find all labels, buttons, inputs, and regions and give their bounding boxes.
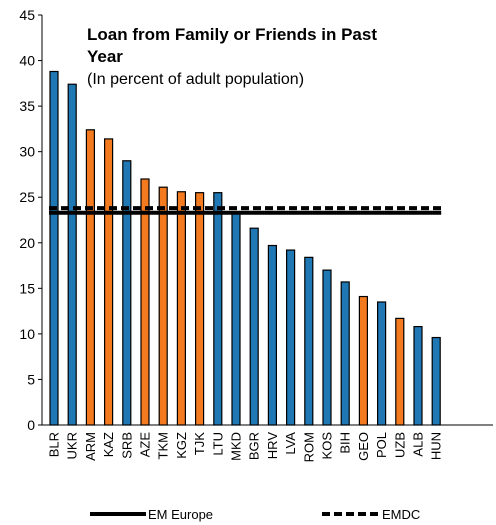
legend: EM Europe EMDC [90, 507, 420, 522]
y-tick-label-0: 0 [27, 417, 35, 433]
x-tick-label-tjk: TJK [192, 432, 207, 455]
x-tick-label-kgz: KGZ [174, 432, 189, 459]
y-tick-label-30: 30 [19, 144, 35, 160]
y-tick-label-25: 25 [19, 189, 35, 205]
bar-lva [286, 249, 296, 426]
chart-title: Loan from Family or Friends in Past Year… [87, 25, 377, 88]
y-tick-labels: 0 5 10 15 20 25 30 35 40 45 [19, 7, 42, 433]
x-tick-label-arm: ARM [83, 432, 98, 461]
reference-lines [49, 206, 442, 215]
bar-blr [49, 70, 59, 426]
bar-uzb [395, 317, 405, 426]
legend-label-emdc: EMDC [382, 507, 420, 522]
x-tick-label-bih: BIH [338, 432, 353, 454]
y-tick-label-10: 10 [19, 326, 35, 342]
bar-kos [322, 269, 332, 426]
bar-hrv [267, 244, 277, 426]
x-tick-label-geo: GEO [356, 432, 371, 461]
chart-title-line-2: Year [87, 47, 123, 66]
bar-pol [377, 301, 387, 426]
bar-tjk [195, 192, 205, 426]
x-tick-label-rom: ROM [301, 432, 316, 462]
chart-title-line-1: Loan from Family or Friends in Past [87, 25, 377, 44]
x-tick-label-pol: POL [374, 432, 389, 458]
x-tick-label-aze: AZE [138, 432, 153, 458]
x-tick-label-bgr: BGR [247, 432, 262, 460]
bar-hun [431, 336, 441, 426]
bar-ltu [213, 192, 223, 426]
chart-subtitle: (In percent of adult population) [87, 71, 304, 88]
bar-geo [358, 295, 368, 426]
bar-arm [85, 129, 96, 426]
y-tick-label-35: 35 [19, 98, 35, 114]
bar-srb [122, 160, 132, 426]
x-tick-label-kos: KOS [320, 432, 335, 460]
bar-bgr [249, 227, 259, 426]
x-tick-label-mkd: MKD [229, 432, 244, 461]
x-tick-label-alb: ALB [411, 432, 426, 457]
x-tick-label-ukr: UKR [65, 432, 80, 459]
x-tick-label-srb: SRB [119, 432, 134, 459]
x-tick-label-blr: BLR [47, 432, 62, 457]
y-tick-label-45: 45 [19, 7, 35, 23]
axes [41, 15, 493, 426]
y-tick-label-15: 15 [19, 280, 35, 296]
x-tick-label-lva: LVA [283, 432, 298, 455]
x-tick-label-ltu: LTU [210, 432, 225, 456]
x-tick-label-tkm: TKM [156, 432, 171, 459]
bars [49, 70, 441, 426]
x-tick-label-kaz: KAZ [101, 432, 116, 457]
bar-alb [413, 326, 423, 426]
y-tick-label-20: 20 [19, 235, 35, 251]
x-tick-labels: BLR UKR ARM KAZ SRB AZE TKM KGZ TJK LTU MKD BGR HRV L… [47, 432, 444, 463]
bar-aze [140, 178, 150, 426]
bar-mkd [231, 211, 241, 426]
y-tick-label-5: 5 [27, 371, 35, 387]
bar-bih [340, 281, 350, 426]
bar-tkm [158, 186, 168, 426]
x-tick-label-uzb: UZB [392, 432, 407, 458]
bar-ukr [67, 83, 77, 426]
x-tick-label-hrv: HRV [265, 432, 280, 460]
legend-label-em-europe: EM Europe [148, 507, 213, 522]
y-tick-label-40: 40 [19, 53, 35, 69]
bar-kgz [176, 191, 186, 426]
bar-kaz [103, 138, 114, 426]
x-tick-label-hun: HUN [429, 432, 444, 460]
bar-rom [304, 256, 314, 426]
